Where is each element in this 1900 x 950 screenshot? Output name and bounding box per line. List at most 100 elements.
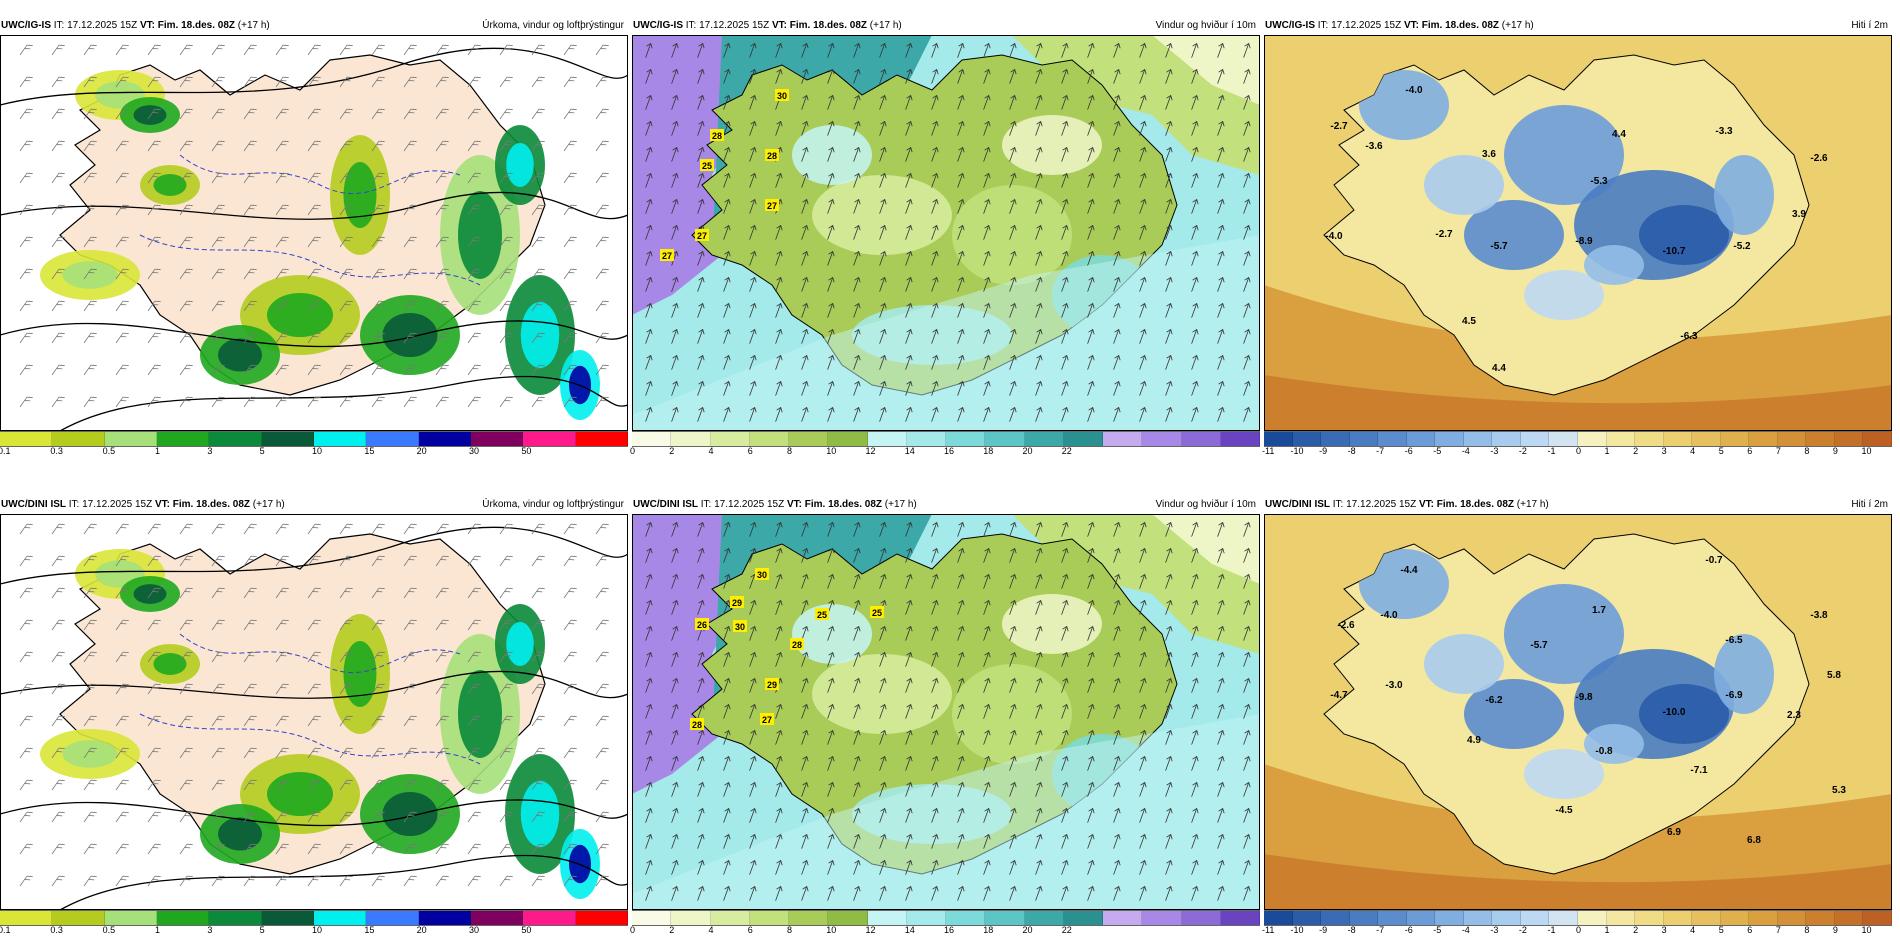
wind-arrow: [645, 328, 653, 344]
wind-barb: [403, 108, 417, 120]
wind-arrow: [1165, 833, 1173, 849]
wind-arrow: [1139, 833, 1147, 849]
wind-barb: [211, 236, 225, 248]
colour-scale-tick: -1: [1547, 925, 1556, 935]
wind-arrow: [1139, 68, 1147, 84]
wind-arrow: [1243, 406, 1251, 422]
wind-arrow: [749, 224, 757, 240]
wind-arrow: [1191, 120, 1199, 136]
colour-scale-tick: 1: [155, 925, 161, 935]
wind-arrow: [931, 224, 939, 240]
wind-arrow: [931, 380, 939, 396]
wind-barb: [371, 843, 385, 855]
wind-barb: [115, 555, 129, 567]
panel-header: UWC/DINI ISL IT: 17.12.2025 15Z VT: Fim.…: [632, 496, 1260, 514]
wind-barb: [307, 651, 321, 663]
wind-arrow: [723, 354, 731, 370]
wind-barb: [307, 555, 321, 567]
wind-arrow: [1165, 276, 1173, 292]
wind-barb: [275, 811, 289, 823]
wind-arrow: [645, 755, 653, 771]
wind-arrow: [1113, 729, 1121, 745]
colour-scale-step: [1181, 911, 1221, 925]
wind-arrow: [671, 807, 679, 823]
wind-arrow: [1113, 146, 1121, 162]
wind-arrow: [1035, 651, 1043, 667]
wind-arrow: [957, 599, 965, 615]
wind-barb: [499, 779, 513, 791]
wind-barb: [371, 715, 385, 727]
colour-scale-tick: 10: [312, 925, 323, 935]
wind-arrow: [1165, 807, 1173, 823]
wind-arrow: [697, 172, 705, 188]
wind-barb: [531, 683, 545, 695]
wind-barb: [211, 747, 225, 759]
wind-arrow: [723, 781, 731, 797]
wind-arrow: [775, 250, 783, 266]
wind-barb: [371, 172, 385, 184]
wind-arrow: [905, 781, 913, 797]
colour-scale-tick: 16: [944, 446, 955, 456]
wind-barb: [83, 715, 97, 727]
colour-scale-step: [52, 432, 105, 446]
wind-arrow: [879, 302, 887, 318]
wind-arrow: [1243, 755, 1251, 771]
wind-barb: [179, 747, 193, 759]
wind-arrow: [697, 94, 705, 110]
wind-arrow: [645, 120, 653, 136]
wind-arrow: [1243, 94, 1251, 110]
wind-barb: [371, 619, 385, 631]
wind-arrow: [1061, 833, 1069, 849]
colour-scale-step: [1264, 432, 1293, 446]
wind-barb: [115, 651, 129, 663]
wind-arrow: [1113, 276, 1121, 292]
wind-barb: [499, 747, 513, 759]
wind-arrow: [879, 406, 887, 422]
valid-time: Fim. 18.des. 08Z: [157, 20, 236, 31]
isobar: [59, 375, 628, 431]
precip-core: [153, 653, 187, 675]
temperature-value-label: 3.9: [1792, 209, 1806, 220]
wind-barb: [275, 619, 289, 631]
wind-arrow: [853, 573, 861, 589]
wind-arrow: [983, 68, 991, 84]
colour-scale-step: [575, 911, 628, 925]
colour-scale-tick: 8: [1804, 446, 1810, 456]
wind-barb: [339, 523, 353, 535]
wind-arrow: [1061, 521, 1069, 537]
colour-scale-step: [1181, 432, 1221, 446]
wind-barb: [19, 172, 33, 184]
wind-barb: [531, 523, 545, 535]
wind-arrow: [1165, 68, 1173, 84]
wind-barb: [595, 875, 609, 887]
colour-scale-tick: 6: [1747, 925, 1753, 935]
wind-barb: [467, 875, 481, 887]
wind-arrow: [723, 807, 731, 823]
wind-arrow: [853, 703, 861, 719]
wind-arrow: [1139, 328, 1147, 344]
wind-arrow: [853, 224, 861, 240]
model-name: UWC/IG-IS: [1265, 20, 1315, 31]
colour-scale-step: [1806, 432, 1835, 446]
wind-arrow: [801, 677, 809, 693]
colour-scale-step: [906, 911, 946, 925]
wind-arrow: [1035, 625, 1043, 641]
wind-arrow: [723, 380, 731, 396]
wind-arrow: [1113, 885, 1121, 901]
wind-arrow: [645, 354, 653, 370]
wind-arrow: [879, 250, 887, 266]
wind-arrow: [1113, 94, 1121, 110]
wind-barb: [211, 44, 225, 56]
precip-core: [506, 622, 534, 666]
colour-scale-tick: 1: [1604, 925, 1610, 935]
wind-arrow: [905, 651, 913, 667]
wind-arrow: [1165, 755, 1173, 771]
wind-barb: [403, 651, 417, 663]
wind-arrow: [1035, 120, 1043, 136]
wind-barb: [467, 172, 481, 184]
wind-barb: [531, 396, 545, 408]
colour-scale-step: [1549, 911, 1579, 925]
model-name: UWC/IG-IS: [1, 20, 51, 31]
wind-arrow: [671, 781, 679, 797]
iceland-outline: [1323, 533, 1810, 875]
